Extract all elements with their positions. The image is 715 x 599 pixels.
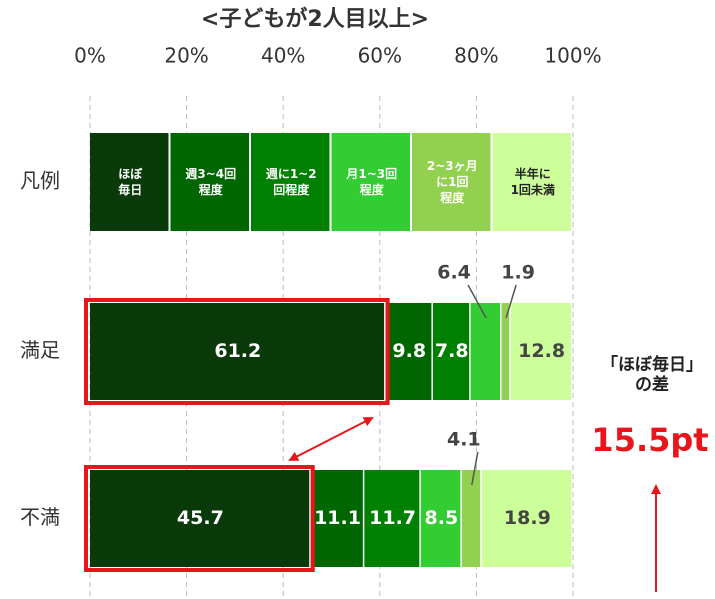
- legend-swatch: [251, 133, 330, 231]
- legend-swatch: [412, 133, 491, 231]
- data-label: 9.8: [392, 340, 426, 362]
- data-label: 4.1: [447, 429, 481, 451]
- x-tick-label: 40%: [261, 44, 305, 68]
- legend-swatch: [331, 133, 410, 231]
- data-label: 11.7: [369, 507, 416, 529]
- legend-label: 凡例: [20, 169, 60, 193]
- bar-segment: [90, 470, 310, 567]
- annotation: 「ほぼ毎日」の差: [601, 354, 703, 395]
- x-tick-label: 80%: [454, 44, 498, 68]
- bar-segment: [310, 470, 363, 567]
- x-tick-label: 60%: [358, 44, 402, 68]
- y-tick-label: 満足: [20, 338, 60, 362]
- legend-swatch: [170, 133, 249, 231]
- data-label: 7.8: [435, 340, 469, 362]
- leader-line: [505, 284, 517, 319]
- arrow: [288, 417, 374, 461]
- chart-title: <子どもが2人目以上>: [201, 6, 429, 32]
- legend-entry: 週3~4回程度: [185, 166, 236, 197]
- x-tick-label: 0%: [74, 44, 106, 68]
- bar-segment: [420, 470, 461, 567]
- highlight-box: [84, 465, 315, 572]
- annotation: 15.5pt: [591, 421, 708, 459]
- highlight-box: [84, 298, 390, 405]
- legend-entry: 月1~3回程度: [345, 167, 397, 197]
- bar-segment: [461, 470, 481, 567]
- legend-entry: ほぼ毎日: [118, 167, 143, 197]
- legend-swatch: [492, 133, 571, 231]
- data-label: 45.7: [177, 507, 224, 529]
- bar-segment: [432, 303, 470, 400]
- data-label: 1.9: [501, 262, 535, 284]
- x-tick-label: 100%: [544, 44, 601, 68]
- data-label: 6.4: [437, 262, 471, 284]
- y-tick-label: 不満: [20, 505, 60, 529]
- bar-segment: [501, 303, 510, 400]
- legend-entry: 2~3ヶ月に1回程度: [427, 159, 478, 205]
- legend-entry: 週に1~2 回程度: [266, 166, 317, 197]
- data-label: 61.2: [214, 340, 261, 362]
- bar-segment: [481, 470, 572, 567]
- data-label: 8.5: [425, 507, 459, 529]
- x-tick-label: 20%: [164, 44, 208, 68]
- legend-entry: 半年に 1回未満: [511, 166, 555, 197]
- bar-segment: [364, 470, 420, 567]
- leader-line: [467, 284, 487, 319]
- bar-segment: [385, 303, 432, 400]
- data-label: 18.9: [504, 507, 551, 529]
- data-label: 12.8: [518, 340, 565, 362]
- leader-line: [471, 451, 479, 486]
- bar-segment: [470, 303, 501, 400]
- legend-swatch: [90, 133, 169, 231]
- bar-segment: [90, 303, 385, 400]
- data-label: 11.1: [314, 507, 361, 529]
- bar-segment: [510, 303, 572, 400]
